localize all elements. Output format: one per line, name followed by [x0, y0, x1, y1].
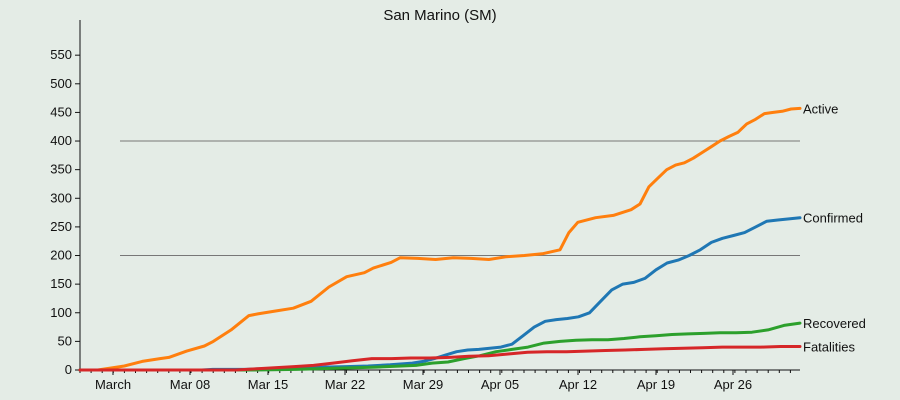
- y-tick-label: 450: [50, 104, 72, 119]
- x-tick-label: Mar 08: [170, 377, 210, 392]
- series-label-active: Active: [803, 101, 838, 116]
- series-labels: Confirmed Active Recovered Fatalities: [803, 101, 866, 354]
- x-tick-label: March: [95, 377, 131, 392]
- y-tick-label: 50: [58, 333, 72, 348]
- y-ticks: 0 50 100 150 200 250 300 350 400 450 500 550: [50, 47, 80, 377]
- y-tick-label: 150: [50, 276, 72, 291]
- series-label-recovered: Recovered: [803, 316, 866, 331]
- y-tick-label: 300: [50, 190, 72, 205]
- x-tick-label: Apr 26: [714, 377, 752, 392]
- series-line-active: [78, 106, 802, 372]
- y-tick-label: 250: [50, 219, 72, 234]
- series-label-confirmed: Confirmed: [803, 211, 863, 226]
- x-tick-label: Mar 22: [325, 377, 365, 392]
- x-tick-label: Apr 19: [637, 377, 675, 392]
- x-tick-label: Mar 15: [248, 377, 288, 392]
- x-ticks: March Mar 08 Mar 15 Mar 22 Mar 29 Apr 05 Apr 1…: [79, 370, 791, 392]
- x-tick-label: Apr 05: [481, 377, 519, 392]
- series-line-fatalities: [78, 345, 802, 372]
- y-tick-label: 400: [50, 133, 72, 148]
- axes: [79, 20, 800, 371]
- y-tick-label: 550: [50, 47, 72, 62]
- series-line-recovered: [78, 321, 802, 372]
- chart-title: San Marino (SM): [383, 7, 496, 24]
- y-tick-label: 500: [50, 76, 72, 91]
- y-tick-label: 200: [50, 248, 72, 263]
- y-tick-label: 0: [65, 362, 72, 377]
- y-tick-label: 350: [50, 162, 72, 177]
- reference-lines: [120, 140, 800, 257]
- series-label-fatalities: Fatalities: [803, 340, 856, 355]
- series-lines: [78, 106, 802, 372]
- y-tick-label: 100: [50, 305, 72, 320]
- x-tick-label: Mar 29: [403, 377, 443, 392]
- x-tick-label: Apr 12: [559, 377, 597, 392]
